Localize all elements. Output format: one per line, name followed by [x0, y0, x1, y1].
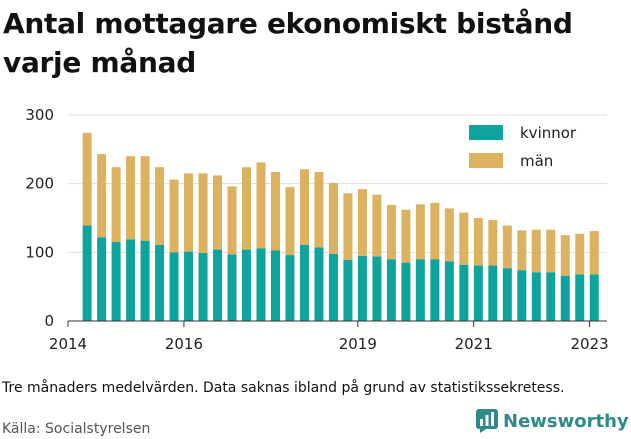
bar-kvinnor — [169, 252, 179, 321]
x-tick-label: 2019 — [339, 335, 377, 353]
bar-man — [270, 171, 280, 251]
bar-man — [242, 167, 252, 250]
x-tick-label: 2021 — [455, 335, 493, 353]
bar-man — [459, 212, 469, 265]
bar-man — [430, 202, 440, 260]
bar-kvinnor — [459, 264, 469, 321]
bar-man — [97, 154, 107, 238]
bar-kvinnor — [372, 256, 382, 321]
bar-man — [502, 225, 512, 269]
bar-kvinnor — [517, 270, 527, 321]
bar-kvinnor — [386, 259, 396, 321]
bar-kvinnor — [314, 247, 324, 321]
bar-kvinnor — [546, 272, 556, 321]
bar-man — [415, 204, 425, 260]
bar-kvinnor — [285, 255, 295, 321]
bar-kvinnor — [415, 259, 425, 321]
bar-kvinnor — [126, 239, 136, 321]
bar-man — [285, 187, 295, 256]
source-note: Källa: Socialstyrelsen — [2, 421, 151, 437]
bar-kvinnor — [444, 261, 454, 321]
bar-man — [299, 169, 309, 245]
bar-kvinnor — [502, 268, 512, 321]
bar-kvinnor — [97, 237, 107, 321]
legend: kvinnor män — [469, 124, 577, 170]
bar-man — [198, 173, 208, 254]
y-axis: 0 100 200 300 — [25, 106, 54, 330]
y-tick-label: 0 — [44, 312, 54, 330]
bar-man — [126, 156, 136, 240]
y-tick-label: 300 — [25, 106, 54, 124]
bar-kvinnor — [343, 259, 353, 321]
bar-kvinnor — [299, 244, 309, 321]
legend-label: män — [520, 152, 553, 170]
bar-man — [357, 189, 367, 256]
chart: 0 100 200 300 2014 2016 2019 2021 2023 kvinnor m… — [25, 106, 609, 353]
bar-man — [372, 194, 382, 257]
bar-man — [140, 156, 150, 241]
bar-kvinnor — [473, 265, 483, 321]
bar-man — [169, 179, 179, 253]
x-axis: 2014 2016 2019 2021 2023 — [49, 320, 609, 353]
bar-man — [184, 173, 194, 252]
bar-man — [386, 204, 396, 260]
bar-kvinnor — [242, 249, 252, 321]
brand-logo[interactable]: Newsworthy — [476, 409, 629, 433]
bar-kvinnor — [488, 265, 498, 321]
bar-man — [575, 233, 585, 275]
chart-caption: Tre månaders medelvärden. Data saknas ib… — [2, 380, 565, 396]
chart-title: Antal mottagare ekonomiskt bistånd varje… — [3, 7, 573, 79]
brand-name: Newsworthy — [503, 410, 629, 432]
bars — [82, 132, 599, 321]
bar-kvinnor — [82, 225, 92, 321]
bar-kvinnor — [140, 240, 150, 321]
bar-man — [473, 218, 483, 266]
bar-kvinnor — [256, 248, 266, 321]
legend-swatch — [469, 125, 503, 140]
bar-man — [328, 182, 338, 254]
y-tick-label: 200 — [25, 175, 54, 193]
bar-man — [111, 167, 121, 243]
bar-man — [227, 186, 237, 255]
y-tick-label: 100 — [25, 243, 54, 261]
x-tick-label: 2023 — [571, 335, 609, 353]
bar-man — [589, 231, 599, 275]
bar-man — [531, 229, 541, 273]
bar-kvinnor — [401, 262, 411, 321]
x-tick-label: 2014 — [49, 335, 87, 353]
bar-man — [82, 132, 92, 226]
bar-kvinnor — [198, 253, 208, 321]
bar-kvinnor — [155, 244, 165, 321]
bar-kvinnor — [589, 274, 599, 321]
bar-man — [546, 229, 556, 273]
bar-man — [213, 175, 223, 250]
bar-man — [560, 235, 570, 276]
bar-kvinnor — [328, 253, 338, 321]
bar-kvinnor — [184, 251, 194, 321]
bar-kvinnor — [430, 259, 440, 321]
bar-kvinnor — [111, 242, 121, 321]
bar-kvinnor — [560, 275, 570, 321]
bar-man — [343, 193, 353, 260]
bar-chart-logo-icon — [476, 409, 498, 433]
bar-man — [155, 167, 165, 245]
legend-swatch — [469, 153, 503, 168]
bar-man — [517, 230, 527, 271]
bar-man — [314, 171, 324, 248]
bar-kvinnor — [213, 249, 223, 321]
bar-kvinnor — [227, 254, 237, 321]
x-tick-label: 2016 — [165, 335, 203, 353]
bar-kvinnor — [270, 250, 280, 321]
bar-kvinnor — [357, 255, 367, 321]
bar-man — [256, 162, 266, 249]
bar-man — [401, 209, 411, 263]
bar-man — [488, 220, 498, 266]
bar-kvinnor — [531, 272, 541, 321]
bar-kvinnor — [575, 274, 585, 321]
bar-man — [444, 208, 454, 262]
legend-label: kvinnor — [520, 124, 577, 142]
